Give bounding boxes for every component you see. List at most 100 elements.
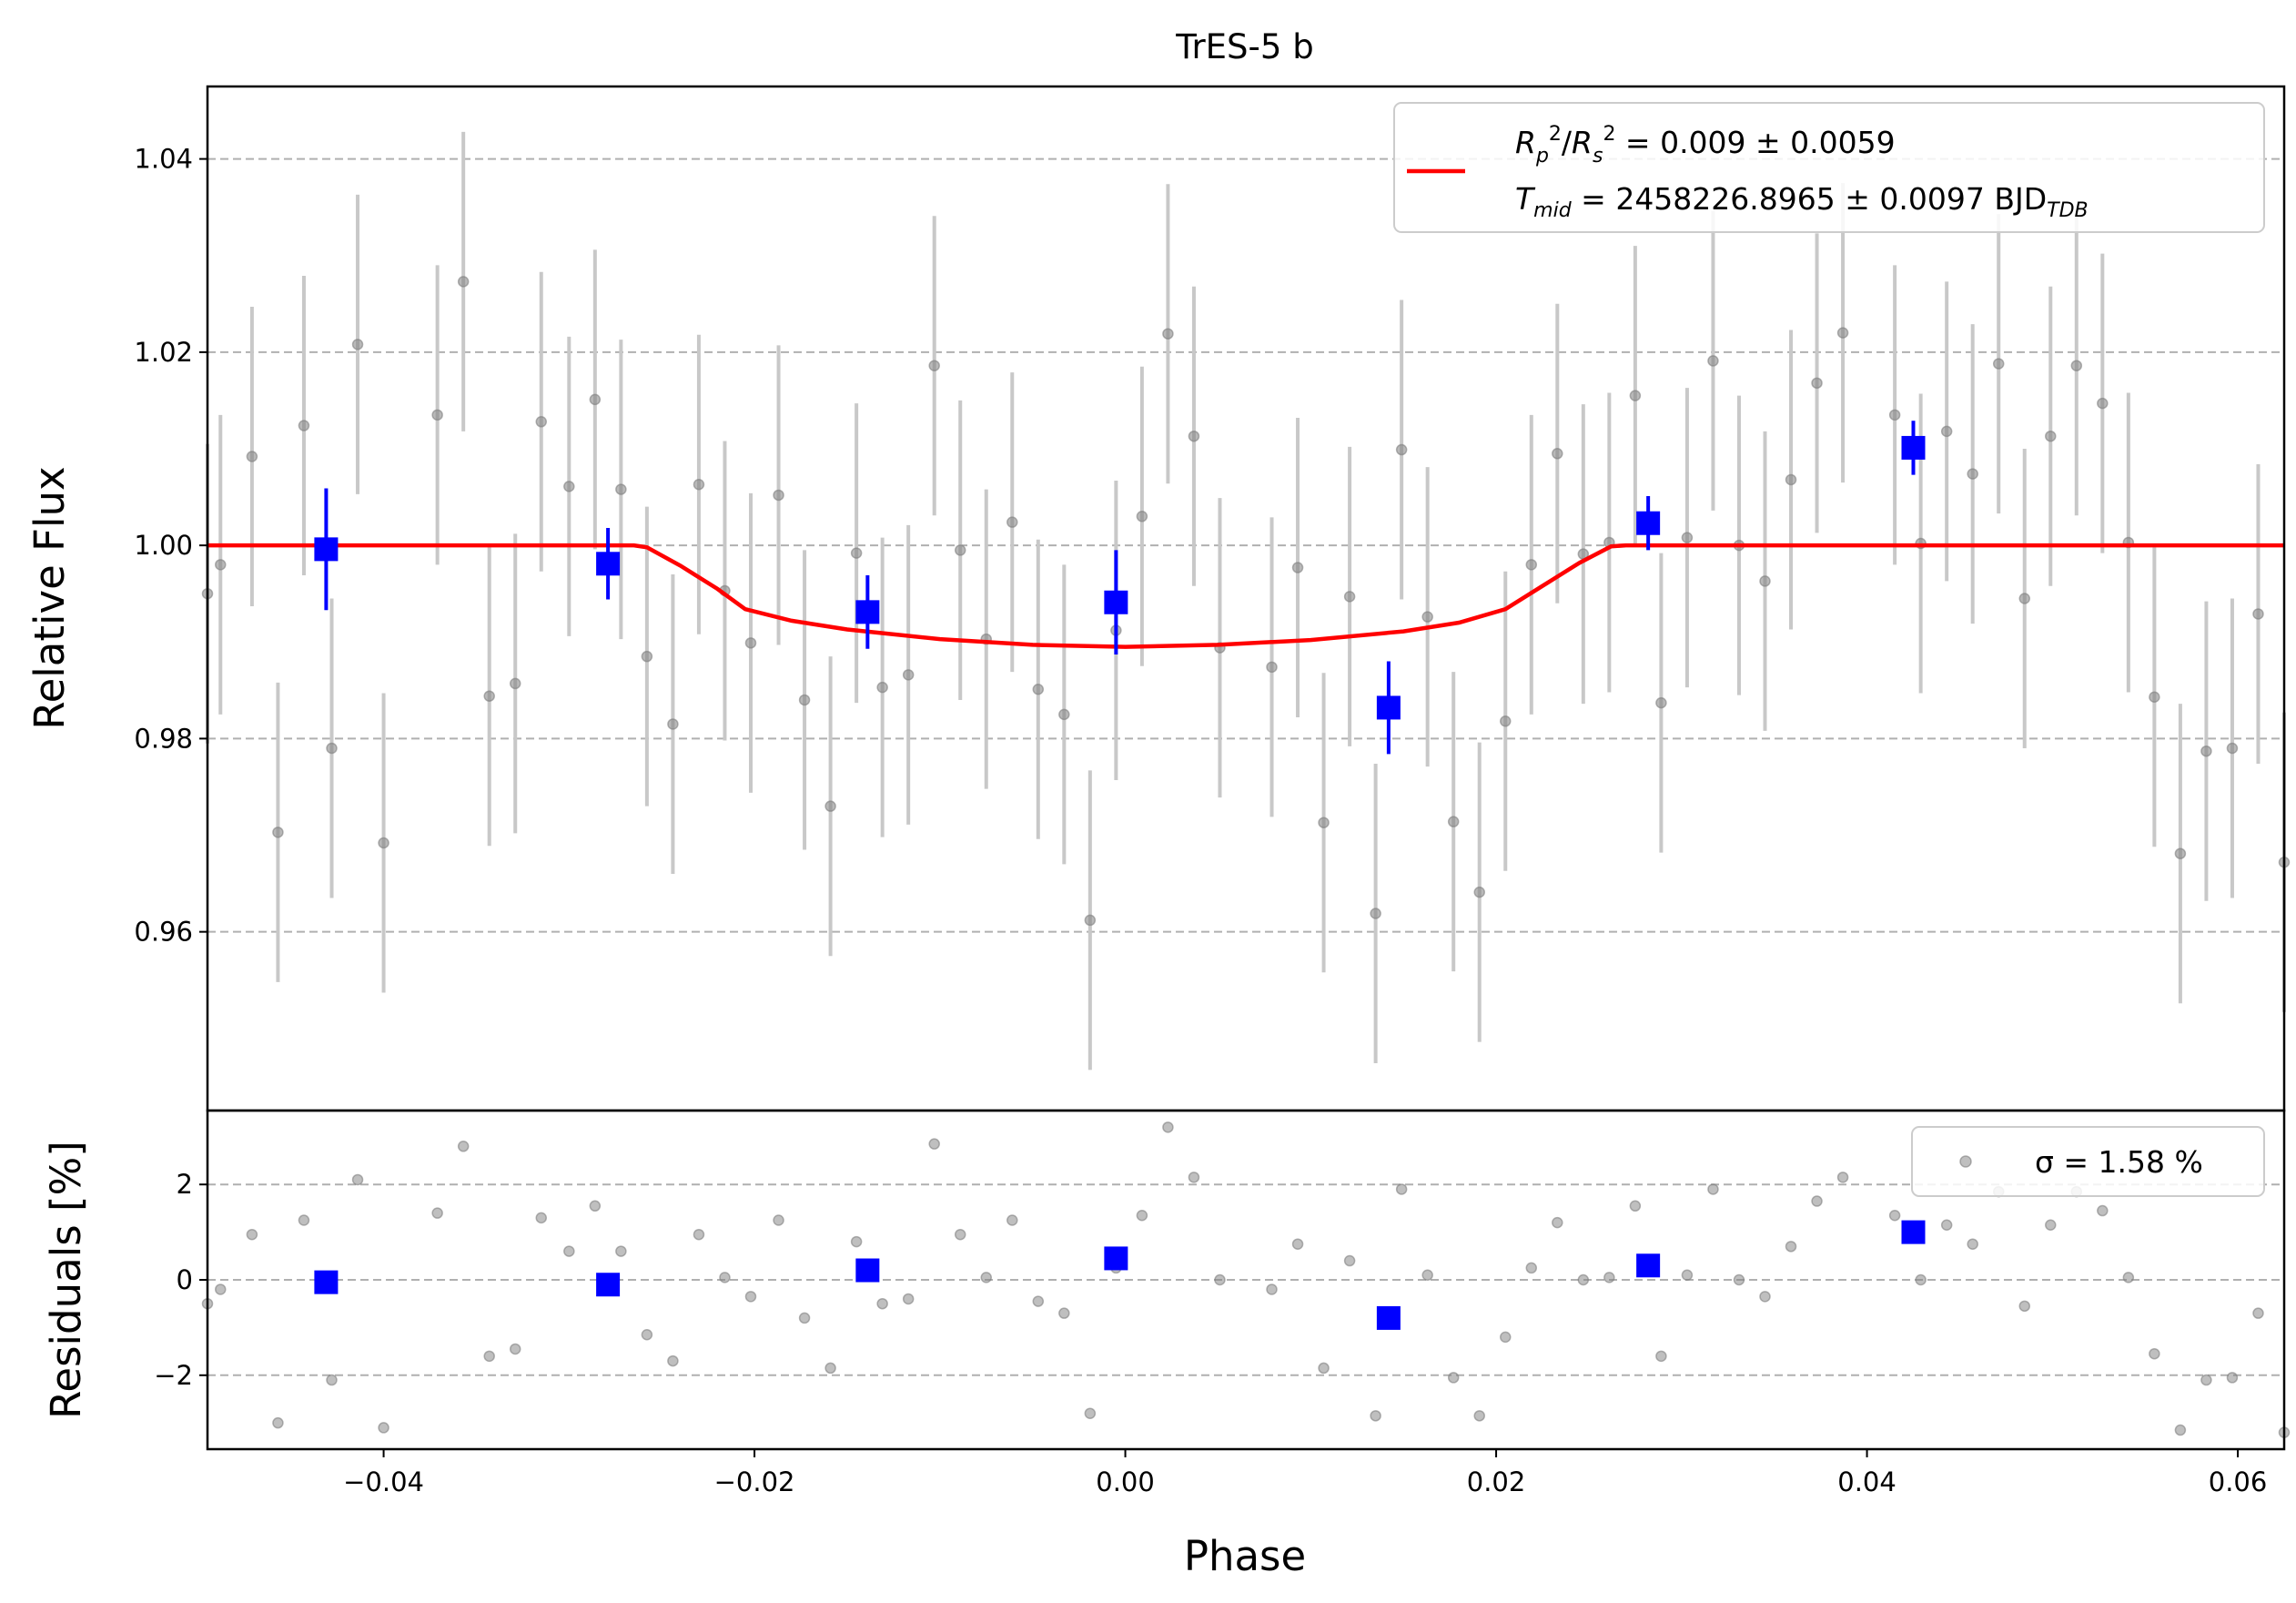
residual-raw-point bbox=[2174, 1424, 2187, 1436]
raw-point bbox=[1500, 715, 1512, 727]
raw-point bbox=[1707, 355, 1719, 367]
raw-point bbox=[824, 800, 836, 812]
residual-binned-point bbox=[314, 1270, 339, 1294]
x-tick-label: −0.02 bbox=[714, 1466, 795, 1497]
raw-point bbox=[563, 481, 575, 492]
residual-y-tick-label: 0 bbox=[177, 1264, 193, 1295]
raw-point bbox=[1785, 473, 1797, 486]
residual-raw-point bbox=[824, 1362, 836, 1375]
main-y-tick-label: 0.96 bbox=[134, 917, 193, 948]
raw-point bbox=[2070, 360, 2083, 371]
raw-point bbox=[1552, 448, 1563, 460]
residual-raw-point bbox=[1759, 1291, 1771, 1303]
x-tick-label: −0.04 bbox=[343, 1466, 424, 1497]
raw-point bbox=[876, 681, 888, 694]
raw-point bbox=[298, 420, 310, 431]
residual-raw-point bbox=[378, 1422, 389, 1434]
legend-rp-rs-label: Rp2/Rs2 = 0.009 ± 0.0059 bbox=[1515, 123, 1896, 167]
residual-raw-point bbox=[1603, 1272, 1615, 1283]
raw-point bbox=[902, 669, 915, 681]
residual-raw-point bbox=[876, 1297, 888, 1310]
residual-raw-point bbox=[1785, 1241, 1797, 1253]
raw-point bbox=[1162, 328, 1174, 340]
residual-raw-point bbox=[1343, 1254, 1356, 1267]
residual-raw-point bbox=[1370, 1410, 1381, 1422]
residual-binned-point bbox=[1636, 1253, 1661, 1278]
raw-points bbox=[201, 276, 2291, 927]
raw-point bbox=[1811, 377, 1823, 390]
raw-point bbox=[2149, 691, 2160, 704]
raw-point bbox=[1473, 886, 1485, 898]
x-ticks: −0.04 −0.02 0.00 0.02 0.04 0.06 bbox=[343, 1449, 2267, 1497]
raw-point bbox=[2226, 742, 2239, 755]
main-y-tick-label: 1.04 bbox=[134, 144, 193, 175]
residual-y-tick-label: −2 bbox=[154, 1360, 193, 1391]
raw-point bbox=[378, 837, 389, 849]
residual-raw-point bbox=[1836, 1172, 1849, 1183]
raw-point bbox=[1058, 708, 1070, 721]
x-tick-label: 0.02 bbox=[1467, 1466, 1526, 1497]
raw-point bbox=[2018, 593, 2030, 604]
raw-point bbox=[1318, 817, 1330, 828]
residual-raw-point bbox=[1395, 1183, 1408, 1195]
residual-raw-point bbox=[850, 1235, 863, 1248]
binned-point bbox=[314, 537, 339, 562]
residual-raw-point bbox=[457, 1141, 470, 1152]
binned-point bbox=[1636, 511, 1661, 535]
residual-raw-point bbox=[2252, 1307, 2264, 1319]
residual-raw-point bbox=[215, 1283, 227, 1295]
residual-raw-point bbox=[615, 1245, 627, 1257]
residual-raw-point bbox=[773, 1214, 784, 1226]
residual-raw-point bbox=[509, 1343, 521, 1355]
residual-raw-point bbox=[1006, 1214, 1018, 1226]
residual-raw-point bbox=[1032, 1295, 1045, 1307]
residual-raw-point bbox=[351, 1173, 364, 1186]
residual-raw-point bbox=[2018, 1300, 2030, 1313]
residual-raw-point bbox=[1058, 1307, 1070, 1319]
raw-point bbox=[1655, 696, 1667, 709]
raw-point bbox=[1006, 516, 1018, 528]
raw-point bbox=[1032, 684, 1045, 695]
raw-point bbox=[1759, 575, 1771, 587]
raw-point bbox=[1136, 511, 1148, 522]
residual-raw-point bbox=[246, 1228, 258, 1241]
raw-point bbox=[1629, 390, 1642, 401]
x-axis-title: Phase bbox=[1184, 1532, 1306, 1580]
raw-point bbox=[215, 559, 227, 571]
main-y-tick-label: 0.98 bbox=[134, 723, 193, 754]
residual-raw-point bbox=[1888, 1210, 1901, 1222]
residual-raw-point bbox=[1266, 1283, 1278, 1295]
residual-raw-point bbox=[902, 1293, 915, 1305]
raw-point bbox=[1836, 327, 1849, 339]
residual-raw-point bbox=[298, 1214, 310, 1226]
legend-sigma-label: σ = 1.58 % bbox=[2035, 1144, 2203, 1180]
transit-model-line bbox=[207, 543, 2284, 649]
residual-raw-point bbox=[1188, 1172, 1200, 1183]
residual-raw-point bbox=[980, 1272, 992, 1283]
raw-point bbox=[615, 483, 627, 495]
residual-raw-point bbox=[1447, 1372, 1460, 1384]
residual-raw-point bbox=[641, 1329, 653, 1341]
binned-point bbox=[1104, 590, 1128, 614]
legend-residual-marker bbox=[1959, 1155, 1972, 1168]
raw-point bbox=[1266, 661, 1278, 674]
residual-raw-point bbox=[1473, 1410, 1485, 1422]
residual-raw-point bbox=[928, 1138, 940, 1150]
residual-raw-point bbox=[1940, 1219, 1953, 1231]
raw-point bbox=[1370, 908, 1381, 919]
residual-raw-point bbox=[2097, 1204, 2109, 1217]
residual-raw-point bbox=[1681, 1269, 1694, 1282]
main-y-ticks: 0.96 0.98 1.00 1.02 1.04 bbox=[134, 144, 207, 948]
raw-point bbox=[1447, 816, 1460, 827]
raw-point bbox=[2174, 847, 2187, 859]
residual-raw-point bbox=[1707, 1183, 1719, 1195]
x-tick-label: 0.04 bbox=[1837, 1466, 1896, 1497]
residual-raw-point bbox=[2226, 1372, 2239, 1384]
raw-point bbox=[431, 409, 443, 421]
residual-raw-point bbox=[1915, 1273, 1927, 1286]
residual-raw-point bbox=[1291, 1238, 1304, 1250]
residual-y-tick-label: 2 bbox=[177, 1169, 193, 1200]
raw-point bbox=[326, 742, 338, 755]
residual-raw-point bbox=[1811, 1195, 1823, 1207]
